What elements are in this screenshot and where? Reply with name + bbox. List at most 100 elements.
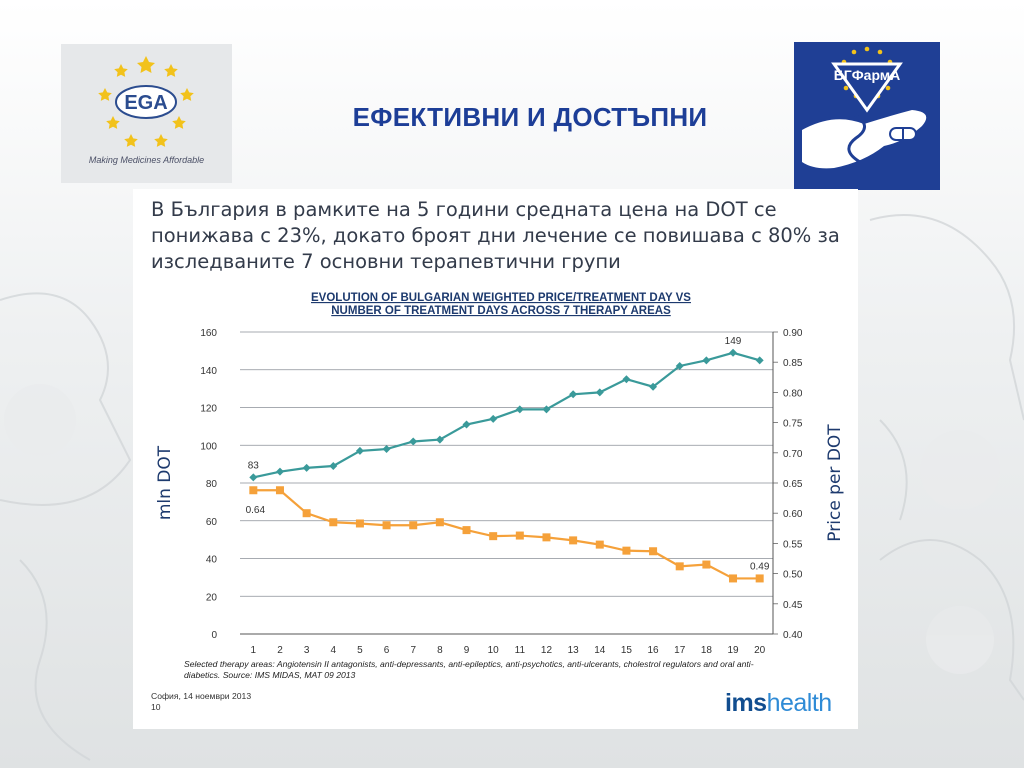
right-tick-label: 0.75 — [783, 419, 803, 430]
right-axis-title: Price per DOT — [825, 424, 845, 542]
price-series-point — [329, 518, 338, 527]
left-tick-label: 40 — [206, 555, 218, 566]
dot-series-point — [515, 405, 524, 414]
ega-stars — [98, 56, 194, 147]
dot-series-point — [542, 405, 551, 414]
price-series-point — [275, 486, 284, 495]
dot-series-point — [382, 445, 391, 454]
price-series-line — [253, 489, 760, 580]
dot-series-point — [329, 462, 338, 471]
footer-date: София, 14 ноември 2013 — [151, 691, 252, 701]
dot-series-point — [302, 463, 311, 472]
left-tick-label: 120 — [200, 404, 217, 415]
x-tick-label: 5 — [357, 645, 363, 656]
x-tick-label: 7 — [410, 645, 416, 656]
data-label: 83 — [248, 460, 260, 471]
bgfarma-logo: БГФармА — [794, 42, 940, 190]
price-series-point — [702, 560, 711, 569]
right-tick-label: 0.40 — [783, 630, 803, 641]
dot-series-point — [489, 414, 498, 423]
x-tick-label: 12 — [541, 645, 553, 656]
chart-footnote: Selected therapy areas: Angiotensin II a… — [184, 659, 754, 680]
x-tick-label: 11 — [515, 645, 526, 656]
price-series-point — [675, 562, 684, 571]
x-tick-label: 14 — [594, 645, 606, 656]
ega-tagline: Making Medicines Affordable — [88, 155, 205, 165]
price-series-point — [755, 574, 764, 583]
right-tick-label: 0.55 — [783, 539, 803, 550]
x-tick-label: 16 — [648, 645, 660, 656]
price-series-point — [569, 536, 578, 545]
chart-axes: mln DOT Price per DOT — [155, 332, 845, 635]
price-series-point — [729, 574, 738, 583]
chart-tick-labels: 0 20 40 60 80 100 120 140 160 0.40 0.45 0.50 0.55 0.6… — [200, 328, 803, 656]
right-tick-label: 0.65 — [783, 479, 803, 490]
imshealth-logo-bold: ims — [725, 689, 767, 717]
x-tick-label: 18 — [701, 645, 713, 656]
dot-series-point — [409, 437, 418, 446]
left-tick-label: 0 — [211, 630, 217, 641]
left-tick-label: 100 — [200, 441, 217, 452]
price-series-point — [249, 486, 258, 495]
ega-logo-text: EGA — [124, 92, 167, 114]
chart-gridlines — [240, 331, 778, 635]
chart-title-line: EVOLUTION OF BULGARIAN WEIGHTED PRICE/TR… — [311, 292, 691, 304]
right-tick-label: 0.60 — [783, 509, 803, 520]
dot-series-line — [253, 351, 760, 479]
data-label: 0.49 — [750, 561, 770, 572]
bgfarma-emblem: БГФармА — [802, 46, 927, 169]
price-series-point — [382, 521, 391, 530]
right-tick-label: 0.50 — [783, 570, 803, 581]
chart-title-line: NUMBER OF TREATMENT DAYS ACROSS 7 THERAP… — [331, 305, 671, 317]
x-tick-label: 15 — [621, 645, 633, 656]
price-series-point — [515, 531, 524, 540]
x-tick-label: 3 — [304, 645, 310, 656]
right-tick-label: 0.45 — [783, 600, 803, 611]
chart-data-labels: 83 149 0.64 0.49 — [246, 336, 770, 573]
dot-series-point — [462, 420, 471, 429]
ega-emblem: EGA — [98, 56, 194, 147]
left-tick-label: 20 — [206, 592, 218, 603]
price-series-point — [462, 526, 471, 535]
page-number: 10 — [151, 702, 161, 712]
x-tick-label: 19 — [727, 645, 739, 656]
dot-series-point — [755, 356, 764, 365]
left-tick-label: 60 — [206, 517, 218, 528]
dot-series-point — [355, 446, 364, 455]
left-axis-title: mln DOT — [155, 445, 175, 520]
dot-series-point — [275, 467, 284, 476]
x-tick-label: 4 — [330, 645, 336, 656]
chart-series — [249, 348, 764, 583]
dot-series-point — [595, 388, 604, 397]
left-tick-label: 80 — [206, 479, 218, 490]
summary-text: В България в рамките на 5 години среднат… — [151, 198, 840, 273]
right-tick-label: 0.85 — [783, 358, 803, 369]
right-tick-label: 0.90 — [783, 328, 803, 339]
x-tick-label: 17 — [674, 645, 686, 656]
dot-series-point — [622, 375, 631, 384]
x-tick-label: 10 — [488, 645, 500, 656]
left-tick-label: 160 — [200, 328, 217, 339]
price-series-point — [542, 533, 551, 542]
ega-logo: EGA Making Medicines Affordable — [61, 44, 232, 183]
price-series-point — [355, 519, 364, 528]
price-series-point — [489, 532, 498, 541]
imshealth-logo-light: health — [766, 689, 833, 717]
price-series-point — [595, 540, 604, 549]
price-series-point — [649, 547, 658, 556]
x-tick-label: 1 — [251, 645, 257, 656]
dot-series-point — [569, 390, 578, 399]
x-tick-label: 2 — [277, 645, 283, 656]
x-tick-label: 6 — [384, 645, 390, 656]
dot-series-point — [729, 348, 738, 357]
left-tick-label: 140 — [200, 366, 217, 377]
chart-title: EVOLUTION OF BULGARIAN WEIGHTED PRICE/TR… — [311, 292, 691, 317]
dot-series-point — [702, 356, 711, 365]
x-tick-label: 8 — [437, 645, 443, 656]
price-series-point — [302, 509, 311, 518]
right-tick-label: 0.80 — [783, 388, 803, 399]
right-tick-label: 0.70 — [783, 449, 803, 460]
dot-series-point — [649, 382, 658, 391]
price-series-point — [622, 546, 631, 555]
slide-title: ЕФЕКТИВНИ И ДОСТЪПНИ — [352, 102, 708, 132]
